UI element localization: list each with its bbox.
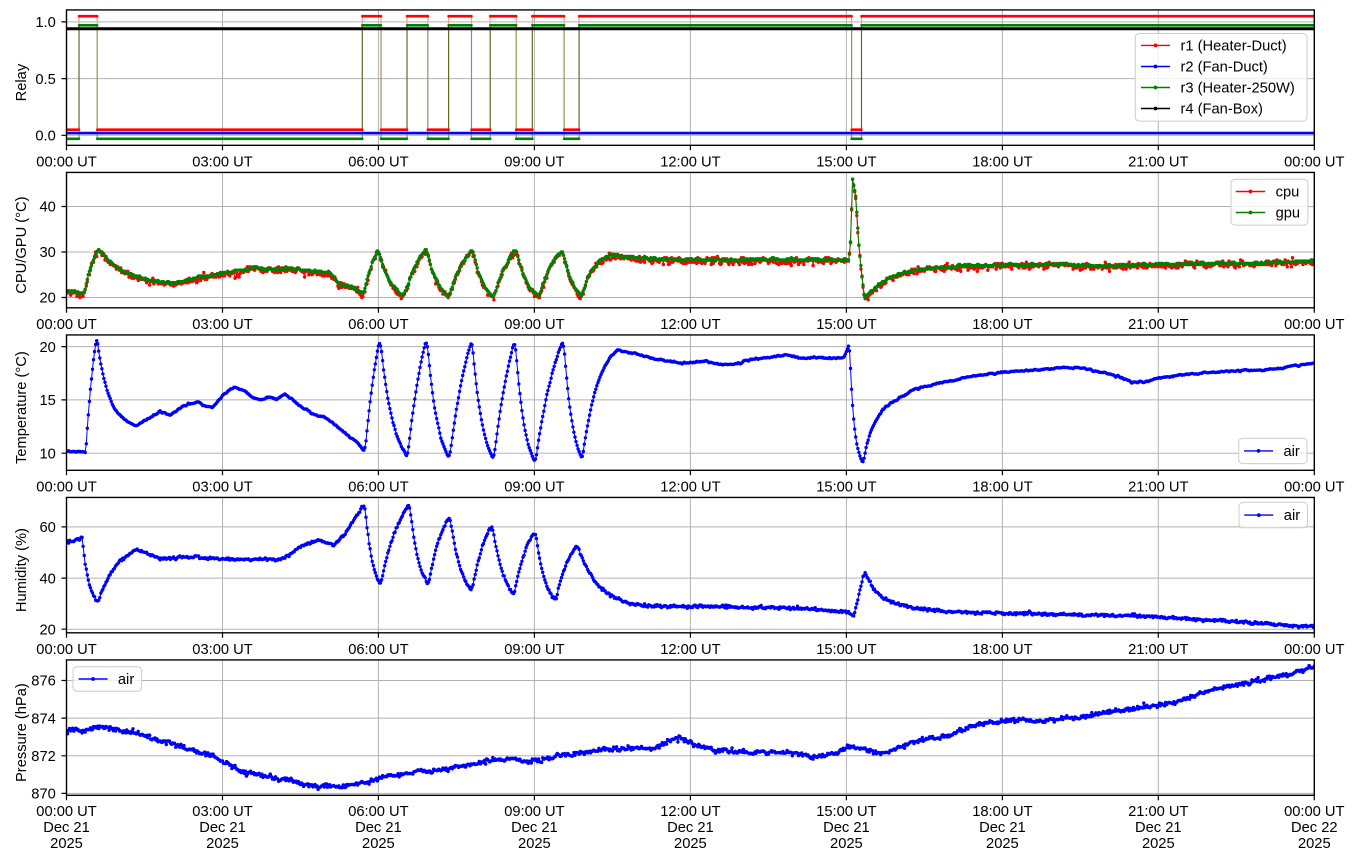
svg-text:CPU/GPU (°C): CPU/GPU (°C) xyxy=(14,196,30,293)
svg-text:2025: 2025 xyxy=(986,836,1019,852)
svg-text:03:00 UT: 03:00 UT xyxy=(192,155,252,171)
svg-text:15:00 UT: 15:00 UT xyxy=(816,155,876,171)
svg-text:Temperature (°C): Temperature (°C) xyxy=(14,351,30,464)
svg-text:12:00 UT: 12:00 UT xyxy=(660,480,720,496)
svg-text:18:00 UT: 18:00 UT xyxy=(972,155,1032,171)
svg-text:00:00 UT: 00:00 UT xyxy=(1284,480,1344,496)
svg-text:air: air xyxy=(1284,444,1300,460)
svg-text:Pressure (hPa): Pressure (hPa) xyxy=(14,683,30,782)
svg-text:18:00 UT: 18:00 UT xyxy=(972,642,1032,658)
svg-text:06:00 UT: 06:00 UT xyxy=(348,480,408,496)
svg-text:21:00 UT: 21:00 UT xyxy=(1128,804,1188,820)
svg-text:r4 (Fan-Box): r4 (Fan-Box) xyxy=(1181,102,1263,118)
svg-text:Dec 21: Dec 21 xyxy=(979,820,1026,836)
svg-text:Dec 21: Dec 21 xyxy=(667,820,714,836)
svg-text:12:00 UT: 12:00 UT xyxy=(660,317,720,333)
svg-text:Dec 21: Dec 21 xyxy=(1135,820,1182,836)
svg-text:40: 40 xyxy=(39,200,55,216)
svg-text:870: 870 xyxy=(31,787,56,803)
svg-text:21:00 UT: 21:00 UT xyxy=(1128,155,1188,171)
svg-text:1.0: 1.0 xyxy=(35,15,55,31)
svg-text:00:00 UT: 00:00 UT xyxy=(36,804,96,820)
svg-text:air: air xyxy=(118,672,134,688)
svg-text:872: 872 xyxy=(31,749,56,765)
svg-text:Dec 21: Dec 21 xyxy=(43,820,90,836)
svg-text:r2 (Fan-Duct): r2 (Fan-Duct) xyxy=(1181,60,1268,76)
svg-text:20: 20 xyxy=(39,291,55,307)
svg-text:18:00 UT: 18:00 UT xyxy=(972,317,1032,333)
svg-text:09:00 UT: 09:00 UT xyxy=(504,480,564,496)
svg-text:03:00 UT: 03:00 UT xyxy=(192,317,252,333)
svg-text:Relay: Relay xyxy=(14,63,30,101)
svg-text:876: 876 xyxy=(31,674,56,690)
svg-text:60: 60 xyxy=(39,520,55,536)
svg-text:00:00 UT: 00:00 UT xyxy=(36,317,96,333)
svg-text:06:00 UT: 06:00 UT xyxy=(348,642,408,658)
svg-text:00:00 UT: 00:00 UT xyxy=(1284,155,1344,171)
svg-text:09:00 UT: 09:00 UT xyxy=(504,804,564,820)
svg-text:06:00 UT: 06:00 UT xyxy=(348,317,408,333)
svg-text:15:00 UT: 15:00 UT xyxy=(816,317,876,333)
svg-text:40: 40 xyxy=(39,571,55,587)
svg-text:2025: 2025 xyxy=(830,836,863,852)
svg-text:Dec 21: Dec 21 xyxy=(823,820,870,836)
svg-text:18:00 UT: 18:00 UT xyxy=(972,480,1032,496)
svg-text:20: 20 xyxy=(39,340,55,356)
svg-text:Dec 22: Dec 22 xyxy=(1291,820,1338,836)
svg-text:15:00 UT: 15:00 UT xyxy=(816,480,876,496)
svg-text:0.5: 0.5 xyxy=(35,72,55,88)
svg-text:r3 (Heater-250W): r3 (Heater-250W) xyxy=(1181,81,1295,97)
svg-text:00:00 UT: 00:00 UT xyxy=(1284,804,1344,820)
svg-text:00:00 UT: 00:00 UT xyxy=(36,642,96,658)
svg-text:12:00 UT: 12:00 UT xyxy=(660,155,720,171)
svg-text:03:00 UT: 03:00 UT xyxy=(192,480,252,496)
svg-text:2025: 2025 xyxy=(674,836,707,852)
svg-text:12:00 UT: 12:00 UT xyxy=(660,642,720,658)
svg-text:15:00 UT: 15:00 UT xyxy=(816,804,876,820)
svg-text:12:00 UT: 12:00 UT xyxy=(660,804,720,820)
svg-text:00:00 UT: 00:00 UT xyxy=(1284,317,1344,333)
svg-text:air: air xyxy=(1284,508,1300,524)
svg-text:03:00 UT: 03:00 UT xyxy=(192,804,252,820)
svg-text:06:00 UT: 06:00 UT xyxy=(348,155,408,171)
svg-text:0.0: 0.0 xyxy=(35,129,55,145)
svg-text:15: 15 xyxy=(39,393,55,409)
svg-text:09:00 UT: 09:00 UT xyxy=(504,155,564,171)
svg-text:00:00 UT: 00:00 UT xyxy=(36,155,96,171)
svg-text:r1 (Heater-Duct): r1 (Heater-Duct) xyxy=(1181,38,1287,54)
svg-text:Humidity (%): Humidity (%) xyxy=(14,528,30,612)
svg-text:06:00 UT: 06:00 UT xyxy=(348,804,408,820)
svg-text:09:00 UT: 09:00 UT xyxy=(504,642,564,658)
svg-text:18:00 UT: 18:00 UT xyxy=(972,804,1032,820)
svg-text:2025: 2025 xyxy=(362,836,395,852)
svg-text:10: 10 xyxy=(39,446,55,462)
svg-text:Dec 21: Dec 21 xyxy=(199,820,246,836)
svg-text:2025: 2025 xyxy=(1142,836,1175,852)
svg-text:21:00 UT: 21:00 UT xyxy=(1128,642,1188,658)
svg-text:Dec 21: Dec 21 xyxy=(355,820,402,836)
svg-text:09:00 UT: 09:00 UT xyxy=(504,317,564,333)
svg-text:2025: 2025 xyxy=(518,836,551,852)
svg-text:21:00 UT: 21:00 UT xyxy=(1128,480,1188,496)
svg-text:2025: 2025 xyxy=(1298,836,1331,852)
svg-text:15:00 UT: 15:00 UT xyxy=(816,642,876,658)
svg-text:874: 874 xyxy=(31,711,56,727)
svg-text:2025: 2025 xyxy=(206,836,239,852)
svg-text:Dec 21: Dec 21 xyxy=(511,820,558,836)
svg-text:21:00 UT: 21:00 UT xyxy=(1128,317,1188,333)
svg-text:20: 20 xyxy=(39,622,55,638)
svg-text:03:00 UT: 03:00 UT xyxy=(192,642,252,658)
svg-text:cpu: cpu xyxy=(1276,185,1300,201)
svg-text:30: 30 xyxy=(39,245,55,261)
svg-text:gpu: gpu xyxy=(1276,206,1301,222)
svg-text:00:00 UT: 00:00 UT xyxy=(36,480,96,496)
svg-text:00:00 UT: 00:00 UT xyxy=(1284,642,1344,658)
svg-text:2025: 2025 xyxy=(50,836,83,852)
